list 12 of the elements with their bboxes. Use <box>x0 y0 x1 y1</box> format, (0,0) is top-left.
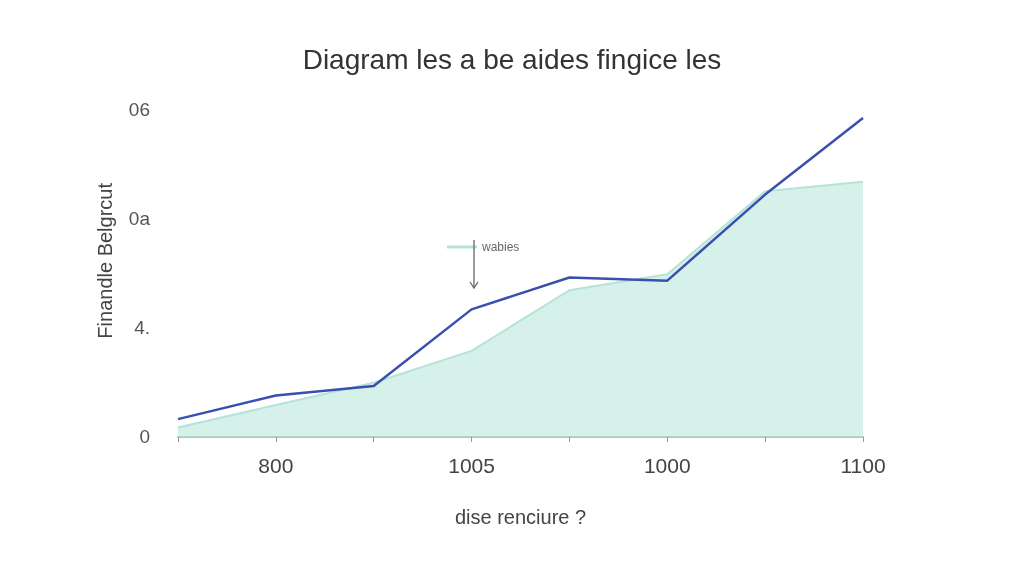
x-tick-label: 1000 <box>643 454 691 477</box>
y-axis-title: Finandle Belgrcut <box>94 182 116 339</box>
text: 0 <box>139 426 151 447</box>
x-tick-label: 1100 <box>840 454 886 477</box>
x-axis-title: dise renciure ? <box>454 506 587 528</box>
legend-label: wabies <box>481 240 520 254</box>
text: 4. <box>134 317 151 338</box>
text: 06 <box>128 99 151 120</box>
x-tick-label: 800 <box>258 454 294 477</box>
x-tick-label: 1005 <box>448 454 495 477</box>
text: 0a <box>128 208 151 229</box>
chart-title: Diagram les a be aides fingice les <box>302 43 722 75</box>
